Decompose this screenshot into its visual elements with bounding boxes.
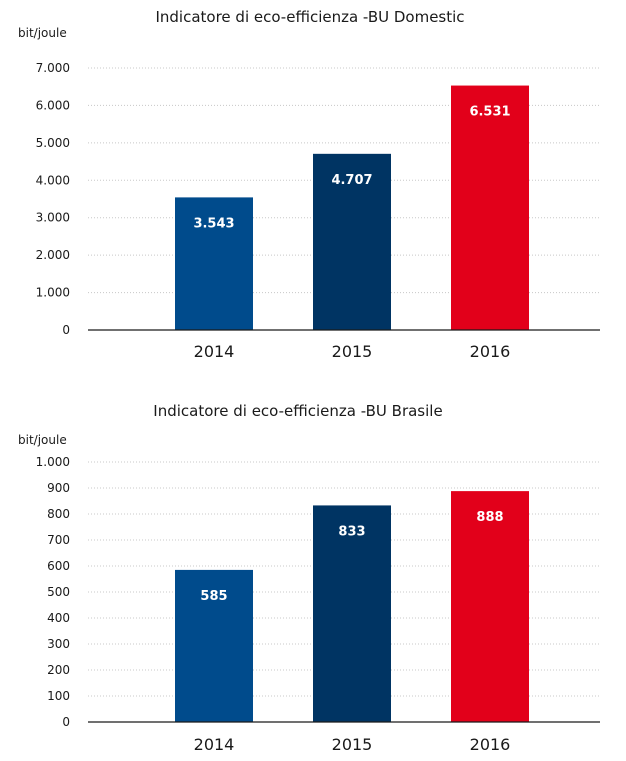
data-label: 833 [338, 524, 365, 539]
x-tick-label: 2015 [332, 735, 373, 754]
y-tick-label: 200 [47, 663, 70, 677]
bars [175, 85, 529, 330]
x-tick-labels: 2014 2015 2016 [194, 735, 511, 754]
bar-2014 [175, 197, 253, 330]
x-tick-label: 2016 [470, 342, 511, 361]
data-label: 888 [476, 510, 503, 525]
chart-domestic: Indicatore di eco-efficienza -BU Domesti… [18, 8, 600, 361]
x-tick-label: 2014 [194, 735, 235, 754]
data-label: 6.531 [469, 105, 510, 120]
y-tick-labels: 0 100 200 300 400 500 600 700 800 900 1.000 [36, 455, 70, 729]
y-tick-label: 500 [47, 585, 70, 599]
bar-2014 [175, 569, 253, 722]
y-tick-labels: 0 1.000 2.000 3.000 4.000 5.000 6.000 7.000 [36, 61, 70, 337]
data-label: 585 [200, 589, 227, 604]
y-tick-label: 1.000 [36, 455, 70, 469]
x-tick-label: 2014 [194, 342, 235, 361]
y-tick-label: 600 [47, 559, 70, 573]
data-label: 4.707 [331, 173, 372, 188]
bar-2015 [313, 505, 391, 722]
y-tick-label: 1.000 [36, 286, 70, 300]
bars [175, 491, 529, 722]
bar-2016 [451, 85, 529, 330]
data-labels: 585 833 888 [200, 510, 503, 604]
y-tick-label: 100 [47, 689, 70, 703]
y-tick-label: 4.000 [36, 173, 70, 187]
y-axis-unit: bit/joule [18, 433, 67, 447]
y-tick-label: 900 [47, 481, 70, 495]
y-tick-label: 7.000 [36, 61, 70, 75]
y-tick-label: 800 [47, 507, 70, 521]
y-tick-label: 0 [62, 715, 70, 729]
data-labels: 3.543 4.707 6.531 [193, 105, 510, 232]
chart-title: Indicatore di eco-efficienza -BU Brasile [153, 402, 442, 420]
x-tick-label: 2016 [470, 735, 511, 754]
y-tick-label: 0 [62, 323, 70, 337]
x-tick-labels: 2014 2015 2016 [194, 342, 511, 361]
x-tick-label: 2015 [332, 342, 373, 361]
y-tick-label: 3.000 [36, 211, 70, 225]
bar-2015 [313, 153, 391, 330]
data-label: 3.543 [193, 216, 234, 231]
bar-2016 [451, 491, 529, 722]
chart-title: Indicatore di eco-efficienza -BU Domesti… [155, 8, 464, 26]
y-axis-unit: bit/joule [18, 26, 67, 40]
y-tick-label: 700 [47, 533, 70, 547]
y-tick-label: 5.000 [36, 136, 70, 150]
chart-brasile: Indicatore di eco-efficienza -BU Brasile… [18, 402, 600, 754]
y-tick-label: 6.000 [36, 98, 70, 112]
y-tick-label: 300 [47, 637, 70, 651]
y-tick-label: 400 [47, 611, 70, 625]
y-tick-label: 2.000 [36, 248, 70, 262]
